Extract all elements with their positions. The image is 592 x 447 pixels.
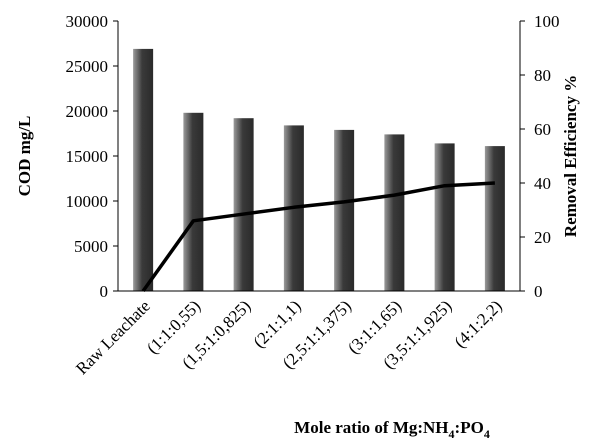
right-tick-label-5: 100: [534, 12, 560, 31]
right-tick-label-0: 0: [534, 282, 543, 301]
x-axis-title: Mole ratio of Mg:NH4:PO4: [294, 418, 490, 441]
left-tick-label-1: 5000: [74, 237, 108, 256]
left-axis-title: COD mg/L: [15, 116, 34, 197]
left-tick-label-6: 30000: [66, 12, 109, 31]
bar-6: [434, 143, 455, 291]
category-label-0: Raw Leachate: [72, 296, 154, 378]
right-tick-label-1: 20: [534, 228, 551, 247]
category-axis-labels: Raw Leachate(1:1:0,55)(1,5:1:0,825)(2:1:…: [72, 296, 506, 378]
bar-series: [133, 48, 505, 292]
bar-7: [484, 146, 505, 291]
left-axis-ticks: 0 5000 10000 15000 20000 25000 30000: [66, 12, 118, 301]
left-tick-label-5: 25000: [66, 57, 109, 76]
right-axis-ticks: 0 20 40 60 80 100: [520, 12, 560, 301]
bar-4: [334, 129, 355, 291]
bar-1: [183, 112, 204, 291]
right-axis-title: Removal Efficiency %: [561, 75, 580, 237]
right-tick-label-3: 60: [534, 120, 551, 139]
axes: [117, 21, 521, 292]
category-label-7: (4:1:2,2): [451, 296, 506, 351]
bar-5: [384, 134, 405, 291]
bar-0: [133, 48, 154, 292]
left-tick-label-2: 10000: [66, 192, 109, 211]
left-tick-label-0: 0: [100, 282, 109, 301]
left-tick-label-4: 20000: [66, 102, 109, 121]
right-tick-label-4: 80: [534, 66, 551, 85]
bar-2: [233, 118, 254, 291]
removal-efficiency-line: [141, 181, 495, 293]
left-tick-label-3: 15000: [66, 147, 109, 166]
right-tick-label-2: 40: [534, 174, 551, 193]
